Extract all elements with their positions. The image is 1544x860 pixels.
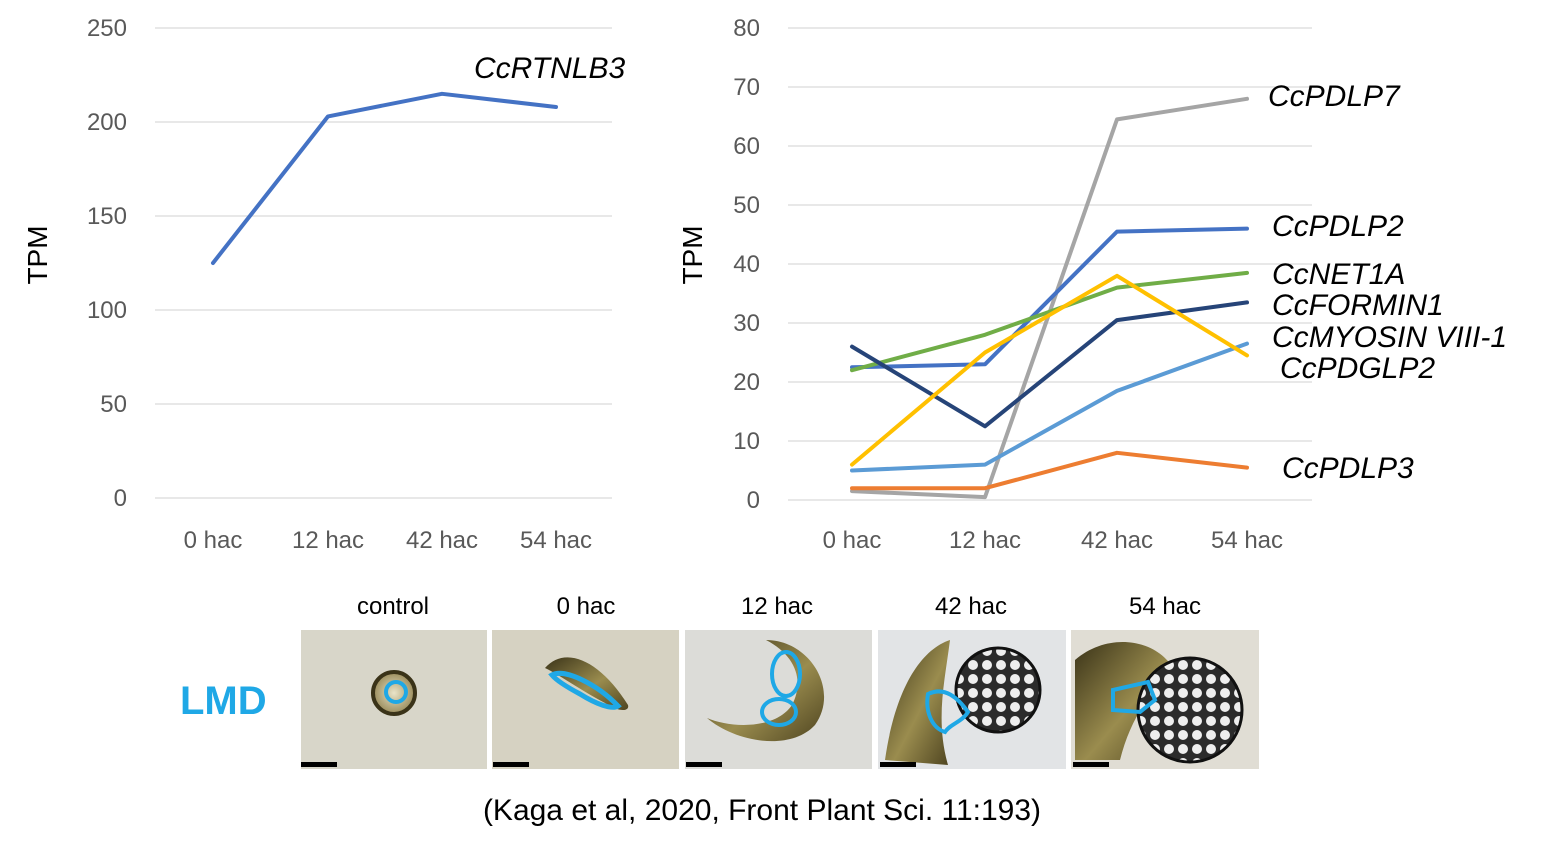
x-tick-label: 42 hac [1081, 527, 1153, 554]
series-label-ccpdglp2: CcPDGLP2 [1280, 352, 1435, 385]
series-label-ccmyosin-viii-1: CcMYOSIN VIII-1 [1272, 321, 1507, 354]
y-tick-label: 200 [87, 109, 127, 136]
micrograph-strip: LMD control 0 hac 12 hac 42 hac 54 hac [180, 593, 1259, 769]
x-tick-label: 12 hac [292, 527, 364, 554]
x-tick-label: 0 hac [184, 527, 243, 554]
series-line-ccpdglp2 [850, 273, 1249, 467]
series-line-ccformin1 [850, 300, 1249, 429]
chart1-y-axis-label: TPM [22, 225, 53, 284]
series-line-ccpdlp7 [850, 96, 1249, 500]
series-line-ccpdlp2 [850, 226, 1249, 370]
micrograph-control [301, 630, 487, 769]
series-line-ccmyosin-viii-1 [850, 341, 1249, 473]
y-tick-label: 0 [114, 485, 127, 512]
panel-title-control: control [357, 593, 429, 620]
chart1-x-ticks: 0 hac 12 hac 42 hac 54 hac [184, 527, 592, 554]
chart2-gridlines [788, 27, 1312, 501]
panel-title-12hac: 12 hac [741, 593, 813, 620]
y-tick-label: 10 [733, 428, 760, 455]
lmd-label: LMD [180, 679, 267, 723]
series-label-ccrtnlb3: CcRTNLB3 [474, 52, 625, 85]
y-tick-label: 150 [87, 203, 127, 230]
series-label-ccnet1a: CcNET1A [1272, 258, 1405, 291]
y-tick-label: 100 [87, 297, 127, 324]
x-tick-label: 54 hac [520, 527, 592, 554]
chart2-y-ticks: 0 10 20 30 40 50 60 70 80 [733, 15, 760, 514]
chart-pdlp-genes: 0 10 20 30 40 50 60 70 80 0 hac 12 hac 42 hac 54 ha… [677, 15, 1507, 554]
series-line-ccrtnlb3 [211, 91, 558, 265]
panel-title-54hac: 54 hac [1129, 593, 1201, 620]
y-tick-label: 70 [733, 74, 760, 101]
series-label-ccpdlp7: CcPDLP7 [1268, 80, 1401, 113]
micrograph-42hac [878, 630, 1066, 769]
chart2-series [850, 96, 1249, 500]
series-label-ccformin1: CcFORMIN1 [1272, 289, 1444, 322]
y-tick-label: 60 [733, 133, 760, 160]
y-tick-label: 0 [747, 487, 760, 514]
y-tick-label: 250 [87, 15, 127, 42]
y-tick-label: 50 [100, 391, 127, 418]
y-tick-label: 30 [733, 310, 760, 337]
micrograph-0hac [492, 630, 679, 769]
series-label-ccpdlp3: CcPDLP3 [1282, 452, 1414, 485]
y-tick-label: 80 [733, 15, 760, 42]
x-tick-label: 42 hac [406, 527, 478, 554]
panel-title-42hac: 42 hac [935, 593, 1007, 620]
y-tick-label: 20 [733, 369, 760, 396]
chart2-x-ticks: 0 hac 12 hac 42 hac 54 hac [823, 527, 1283, 554]
series-label-ccpdlp2: CcPDLP2 [1272, 210, 1404, 243]
y-tick-label: 40 [733, 251, 760, 278]
panel-title-0hac: 0 hac [557, 593, 616, 620]
series-line-ccnet1a [850, 270, 1249, 373]
x-tick-label: 12 hac [949, 527, 1021, 554]
x-tick-label: 54 hac [1211, 527, 1283, 554]
micrograph-54hac [1071, 630, 1259, 769]
chart2-y-axis-label: TPM [677, 225, 708, 284]
x-tick-label: 0 hac [823, 527, 882, 554]
citation: (Kaga et al, 2020, Front Plant Sci. 11:1… [483, 794, 1041, 827]
series-line-ccpdlp3 [850, 450, 1249, 491]
chart1-y-ticks: 0 50 100 150 200 250 [87, 15, 127, 512]
chart1-gridlines [155, 27, 612, 499]
chart1-series [211, 91, 558, 265]
y-tick-label: 50 [733, 192, 760, 219]
micrograph-12hac [685, 630, 872, 769]
